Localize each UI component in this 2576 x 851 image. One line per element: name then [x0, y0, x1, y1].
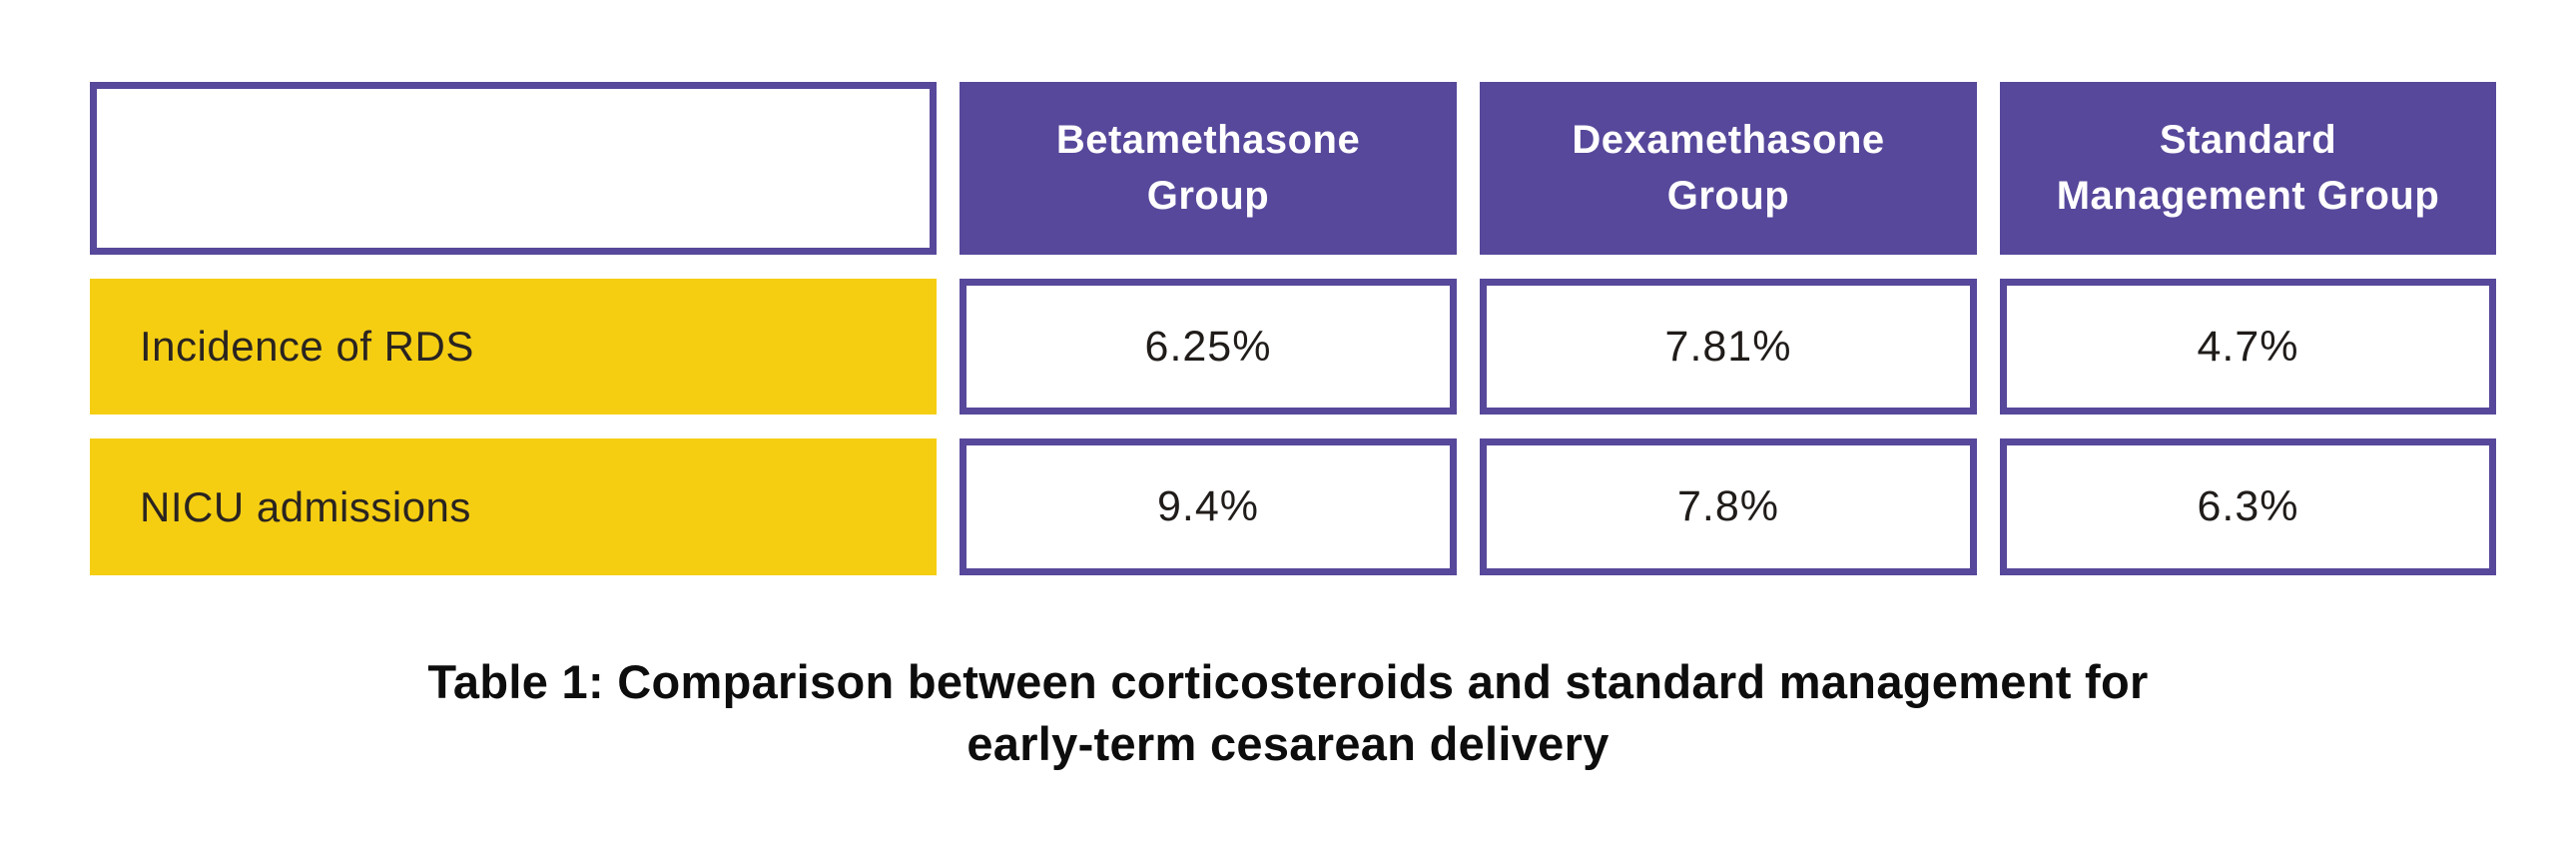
comparison-table: Betamethasone Group Dexamethasone Group …	[90, 82, 2496, 575]
header-corner-cell	[90, 82, 937, 255]
row-label-incidence-of-rds: Incidence of RDS	[90, 279, 937, 415]
value-incidence-rds-dexamethasone: 7.81%	[1480, 279, 1977, 415]
row-label-nicu-admissions: NICU admissions	[90, 438, 937, 575]
value-nicu-admissions-betamethasone: 9.4%	[960, 438, 1457, 575]
column-header-standard-management-group: Standard Management Group	[2000, 82, 2496, 255]
table-caption-line-1: Table 1: Comparison between corticostero…	[427, 655, 2149, 708]
column-header-betamethasone-group: Betamethasone Group	[960, 82, 1457, 255]
table-caption: Table 1: Comparison between corticostero…	[0, 651, 2576, 775]
column-header-dexamethasone-group: Dexamethasone Group	[1480, 82, 1977, 255]
value-incidence-rds-standard-management: 4.7%	[2000, 279, 2496, 415]
table-caption-line-2: early-term cesarean delivery	[966, 717, 1610, 771]
value-nicu-admissions-standard-management: 6.3%	[2000, 438, 2496, 575]
value-incidence-rds-betamethasone: 6.25%	[960, 279, 1457, 415]
value-nicu-admissions-dexamethasone: 7.8%	[1480, 438, 1977, 575]
